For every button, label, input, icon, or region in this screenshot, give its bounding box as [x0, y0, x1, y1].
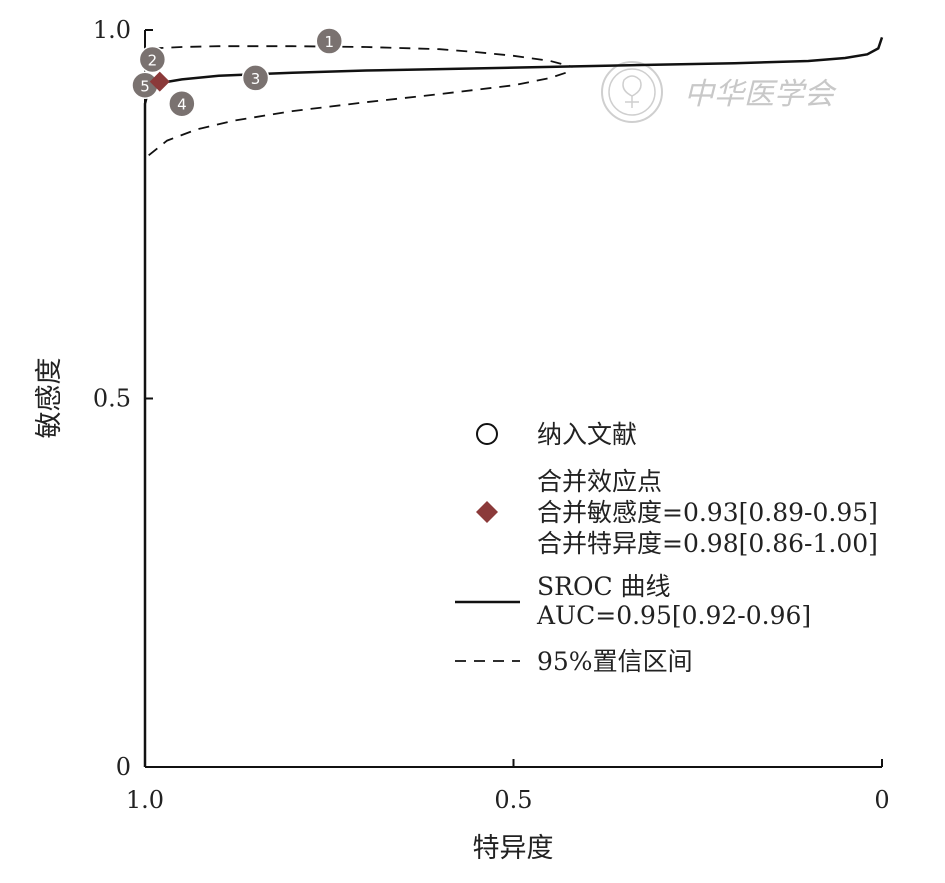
study-point-2: 2	[138, 45, 167, 74]
axes	[144, 30, 882, 768]
watermark: 中华医学会	[601, 61, 837, 123]
y-axis-title: 敏感度	[34, 358, 65, 439]
legend-pooled-marker	[476, 501, 498, 523]
study-point-3: 3	[241, 64, 270, 92]
legend-pooled-spec: 合并特异度=0.98[0.86-1.00]	[537, 529, 878, 558]
study-point-1: 1	[315, 27, 343, 55]
study-label: 1	[324, 33, 334, 51]
legend-pooled-title: 合并效应点	[537, 467, 662, 496]
ci-lower-line	[148, 69, 573, 157]
study-label: 2	[148, 51, 158, 69]
medical-association-seal-icon	[601, 61, 663, 123]
study-marker	[315, 27, 343, 55]
ci-band	[148, 45, 573, 157]
pooled-point-group	[149, 71, 170, 92]
ci-upper-line	[152, 45, 573, 68]
y-ticks: 1.0 0.5 0	[93, 16, 153, 781]
legend-pooled-sens: 合并敏感度=0.93[0.89-0.95]	[537, 498, 878, 527]
sroc-curve-line	[143, 37, 884, 767]
study-points: 1 2 3 4 5	[131, 27, 343, 118]
x-axis-title: 特异度	[473, 833, 554, 864]
watermark-text: 中华医学会	[684, 77, 837, 112]
study-point-4: 4	[168, 89, 196, 118]
x-ticks: 1.0 0.5 0	[126, 759, 890, 814]
sroc-curve-group	[143, 37, 884, 767]
legend: 纳入文献 合并效应点 合并敏感度=0.93[0.89-0.95] 合并特异度=0…	[455, 420, 878, 676]
study-label: 5	[140, 77, 150, 95]
study-label: 4	[177, 96, 187, 114]
x-tick-label: 0.5	[494, 786, 532, 814]
y-tick-label: 0.5	[93, 385, 131, 413]
legend-study-marker	[476, 423, 498, 445]
x-tick-label: 1.0	[126, 786, 164, 814]
study-marker	[138, 45, 167, 74]
legend-auc: AUC=0.95[0.92-0.96]	[536, 601, 811, 630]
legend-ci-label: 95%置信区间	[537, 647, 693, 676]
y-tick-label: 1.0	[93, 16, 131, 44]
legend-sroc-title: SROC 曲线	[537, 572, 671, 601]
study-label: 3	[251, 70, 261, 88]
y-tick-label: 0	[116, 753, 131, 781]
legend-studies-label: 纳入文献	[537, 420, 637, 449]
pooled-point-marker	[149, 71, 170, 92]
study-marker	[168, 89, 196, 118]
x-tick-label: 0	[874, 786, 889, 814]
study-marker	[241, 64, 270, 92]
